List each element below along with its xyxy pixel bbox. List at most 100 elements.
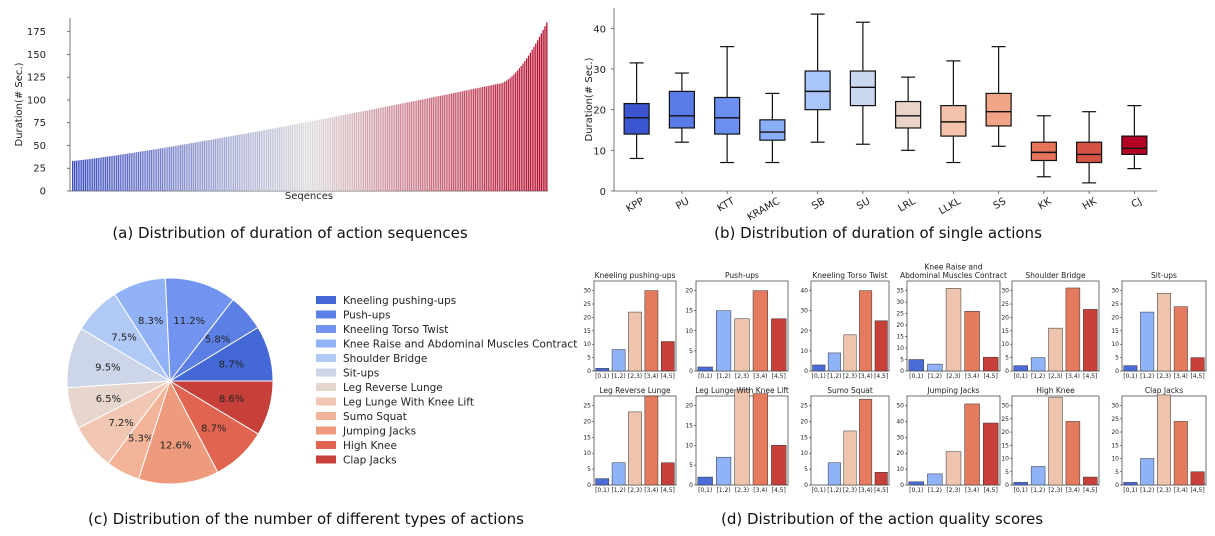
ytick-label-d: 25: [1001, 416, 1009, 423]
sequence-bar: [326, 118, 328, 191]
ytick-label-a: 100: [27, 95, 46, 106]
sequence-bar: [169, 146, 171, 191]
sequence-bar: [396, 104, 398, 191]
xtick-label-b: SS: [992, 196, 1009, 212]
sequence-bar: [104, 156, 107, 191]
sequence-bar: [535, 43, 537, 192]
sequence-bar: [110, 156, 112, 191]
ytick-label-d: 20: [1111, 429, 1119, 436]
slice-label: 6.5%: [96, 394, 121, 405]
ytick-label-d: 20: [800, 418, 808, 425]
sequence-bar: [476, 88, 478, 191]
score-bar: [908, 481, 924, 486]
caption-d: (d) Distribution of the action quality s…: [721, 510, 1043, 528]
sequence-bar: [388, 106, 391, 191]
legend-label: Kneeling Torso Twist: [343, 324, 448, 336]
xtick-label-b: KRAMC: [746, 196, 782, 223]
sequence-bar: [141, 151, 143, 191]
sequence-bar: [491, 85, 493, 191]
sequence-bar: [434, 96, 436, 191]
xtick-label-d: [3,4): [1066, 487, 1080, 494]
ytick-label-d: 15: [583, 434, 591, 441]
ytick-label-d: 5: [1115, 469, 1119, 476]
sequence-bar: [211, 139, 213, 191]
sequence-bar: [181, 144, 184, 191]
slice-label: 7.2%: [109, 418, 134, 429]
sequence-bar: [449, 93, 451, 191]
xtick-label-d: [2,3): [843, 487, 857, 494]
sequence-bar: [255, 131, 257, 191]
sequence-bar: [297, 123, 299, 191]
ylabel-a: Duration(# Sec.): [14, 62, 25, 146]
sequence-bar: [544, 26, 546, 191]
score-bar: [752, 393, 769, 486]
xlabel-a: Seqences: [285, 191, 333, 202]
sequence-bar: [117, 155, 120, 191]
subplot-title: High Knee: [1036, 386, 1075, 395]
sequence-bar: [452, 93, 455, 191]
ytick-label-a: 75: [33, 118, 46, 129]
sequence-bar: [227, 136, 229, 191]
xtick-label-d: [4,5]: [1190, 373, 1204, 380]
sequence-bar: [205, 140, 207, 191]
score-bar: [859, 398, 873, 486]
sequence-bar: [346, 114, 348, 191]
sequence-bar: [416, 100, 418, 191]
sequence-bar: [132, 152, 134, 191]
subplot-title: Sit-ups: [1151, 271, 1177, 280]
sequence-bar: [271, 128, 273, 191]
sequence-bar: [520, 65, 522, 191]
ytick-label-d: 15: [1111, 442, 1119, 449]
ytick-label-d: 15: [1001, 442, 1009, 449]
legend-swatch: [316, 412, 336, 420]
sequence-bar: [97, 157, 99, 191]
sequence-bar: [337, 116, 339, 191]
subplot-title: Leg Reverse Lunge: [599, 386, 671, 395]
sequence-bar: [485, 86, 488, 191]
legend-swatch: [316, 339, 336, 348]
score-bar: [752, 290, 769, 372]
ytick-label-a: 175: [27, 27, 46, 38]
ytick-label-d: 15: [896, 334, 904, 341]
legend-swatch: [316, 296, 336, 304]
pie-slice: [137, 379, 219, 485]
sequence-bar: [355, 112, 358, 191]
sequence-bar: [478, 87, 480, 191]
ytick-label-d: 10: [583, 450, 591, 457]
ytick-label-d: 25: [1111, 301, 1119, 308]
sequence-bar: [502, 82, 504, 191]
slice-label: 7.5%: [111, 333, 136, 344]
sequence-bar: [542, 29, 544, 192]
score-bar: [697, 476, 713, 486]
sequence-bar: [291, 124, 293, 191]
sequence-bar: [147, 150, 149, 191]
sequence-bar: [330, 117, 332, 191]
sequence-bar: [247, 133, 250, 191]
legend-label: Clap Jacks: [343, 455, 397, 467]
sequence-bar: [432, 97, 434, 191]
score-bar: [644, 290, 659, 372]
sequence-bar: [385, 106, 387, 191]
sequence-bar: [493, 84, 495, 191]
xtick-label-d: [1,2): [716, 487, 730, 494]
sequence-bar: [390, 105, 392, 191]
sequence-bar: [203, 140, 206, 191]
sequence-bar: [445, 94, 447, 191]
score-bar: [715, 310, 732, 372]
box-ss: [985, 92, 1012, 127]
sequence-bar: [126, 153, 129, 191]
slice-label: 5.3%: [128, 434, 153, 445]
subplot-sit-ups: 0 5 10 15 20 25 30 [0,1) [1,2) [2,3) [3,4) [4,5] Sit…: [1111, 271, 1207, 380]
score-bar: [1065, 287, 1081, 372]
sequence-bar: [278, 127, 281, 191]
xtick-label-d: [2,3): [1048, 487, 1062, 494]
subplot-title: Kneeling pushing-ups: [595, 271, 676, 280]
sequence-bar: [472, 88, 475, 191]
ytick-label-d: 0: [587, 368, 591, 375]
ytick-label-d: 20: [1001, 314, 1009, 321]
sequence-bar: [429, 97, 431, 191]
sequence-bar: [538, 36, 541, 191]
xtick-label-d: [2,3): [1048, 373, 1062, 380]
xtick-label-d: [1,2): [1140, 373, 1154, 380]
